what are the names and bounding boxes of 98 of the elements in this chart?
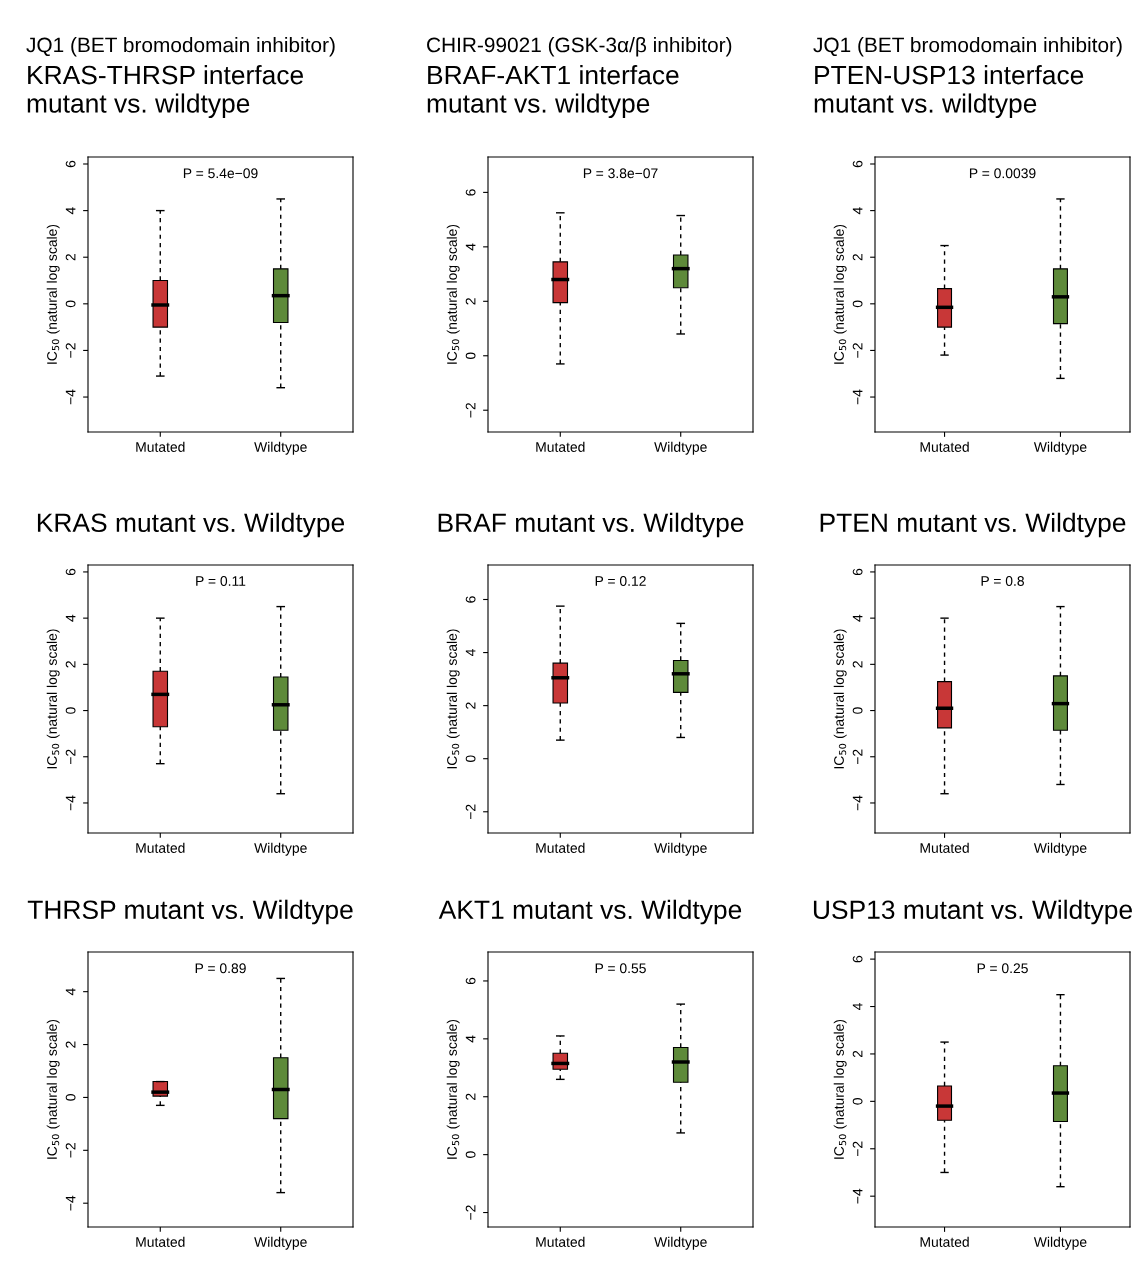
x-tick-label: Wildtype bbox=[1033, 1236, 1087, 1250]
y-tick-label: −2 bbox=[852, 1141, 863, 1156]
y-tick-label: 2 bbox=[65, 661, 76, 668]
chart-title: JQ1 (BET bromodomain inhibitor) bbox=[26, 37, 335, 57]
chart-title: USP13 mutant vs. Wildtype bbox=[813, 899, 1132, 925]
y-tick-label: −4 bbox=[65, 1195, 76, 1211]
y-tick-label: −2 bbox=[465, 403, 476, 418]
y-tick-label: 4 bbox=[65, 614, 76, 622]
chart-title: BRAF mutant vs. Wildtype bbox=[438, 512, 744, 538]
x-tick-label: Mutated bbox=[920, 1236, 969, 1247]
chart-subtitle: BRAF-AKT1 interface mutant vs. wildtype bbox=[427, 65, 679, 119]
y-tick-label: 0 bbox=[852, 707, 863, 714]
y-tick-label: 4 bbox=[465, 243, 476, 251]
y-axis-title: IC$_{50}$ (natural log scale) bbox=[46, 629, 60, 769]
x-tick-label: Mutated bbox=[920, 441, 969, 452]
y-tick-label: −2 bbox=[65, 343, 76, 358]
y-tick-label: −2 bbox=[65, 1143, 76, 1158]
x-tick-label: Wildtype bbox=[654, 1236, 707, 1250]
chart-subtitle: KRAS-THRSP interface mutant vs. wildtype bbox=[27, 65, 303, 119]
y-tick-label: 4 bbox=[852, 207, 863, 215]
y-tick-label: 2 bbox=[852, 1050, 863, 1058]
y-tick-label: −4 bbox=[852, 795, 863, 811]
x-tick-label: Wildtype bbox=[1033, 441, 1087, 455]
y-tick-label: 0 bbox=[465, 352, 476, 360]
x-tick-label: Mutated bbox=[136, 441, 185, 452]
y-tick-label: 0 bbox=[65, 300, 76, 308]
y-tick-label: 0 bbox=[852, 1098, 863, 1105]
chart-title: AKT1 mutant vs. Wildtype bbox=[438, 899, 742, 925]
x-tick-label: Wildtype bbox=[654, 842, 707, 856]
y-tick-label: 4 bbox=[852, 1003, 863, 1011]
y-tick-label: −2 bbox=[465, 1205, 476, 1220]
y-tick-label: −2 bbox=[852, 343, 863, 358]
y-tick-label: 0 bbox=[852, 300, 863, 308]
annotation: P = 0.89 bbox=[195, 963, 246, 974]
y-tick-label: 4 bbox=[465, 1035, 476, 1043]
y-tick-label: 2 bbox=[852, 661, 863, 668]
y-tick-label: 6 bbox=[465, 596, 476, 603]
y-axis-title: IC$_{50}$ (natural log scale) bbox=[446, 1019, 460, 1159]
annotation: P = 5.4e−09 bbox=[183, 168, 258, 179]
chart-subtitle: PTEN-USP13 interface mutant vs. wildtype bbox=[814, 65, 1084, 119]
y-tick-label: 4 bbox=[65, 988, 76, 996]
x-tick-label: Mutated bbox=[536, 1236, 585, 1247]
chart-title: KRAS mutant vs. Wildtype bbox=[37, 512, 345, 538]
y-axis-title: IC$_{50}$ (natural log scale) bbox=[446, 629, 460, 769]
y-tick-label: 0 bbox=[465, 1151, 476, 1158]
y-axis-title: IC$_{50}$ (natural log scale) bbox=[46, 1019, 60, 1159]
y-tick-label: 6 bbox=[65, 160, 76, 168]
x-tick-label: Mutated bbox=[136, 1236, 185, 1247]
y-tick-label: 6 bbox=[852, 955, 863, 963]
y-tick-label: 2 bbox=[465, 702, 476, 709]
chart-title: CHIR-99021 (GSK-3α/β inhibitor) bbox=[427, 37, 732, 57]
chart-title: JQ1 (BET bromodomain inhibitor) bbox=[813, 37, 1122, 57]
x-tick-label: Mutated bbox=[536, 842, 585, 853]
y-tick-label: 6 bbox=[852, 160, 863, 168]
annotation: P = 3.8e−07 bbox=[583, 168, 658, 179]
annotation: P = 0.25 bbox=[977, 963, 1028, 974]
y-tick-label: 6 bbox=[465, 189, 476, 196]
y-tick-label: −4 bbox=[65, 389, 76, 405]
y-tick-label: 2 bbox=[465, 1093, 476, 1100]
y-tick-label: 6 bbox=[65, 568, 76, 576]
y-tick-label: 0 bbox=[465, 755, 476, 763]
y-tick-label: −4 bbox=[65, 795, 76, 811]
y-tick-label: 4 bbox=[65, 207, 76, 215]
annotation: P = 0.0039 bbox=[969, 168, 1036, 179]
y-tick-label: −2 bbox=[852, 749, 863, 764]
y-axis-title: IC$_{50}$ (natural log scale) bbox=[46, 224, 60, 364]
y-tick-label: −4 bbox=[852, 1188, 863, 1204]
x-tick-label: Wildtype bbox=[254, 441, 307, 455]
y-tick-label: 2 bbox=[65, 254, 76, 261]
y-tick-label: 2 bbox=[65, 1041, 76, 1048]
y-tick-label: −2 bbox=[65, 749, 76, 764]
chart-title: PTEN mutant vs. Wildtype bbox=[820, 512, 1126, 538]
y-tick-label: 6 bbox=[852, 568, 863, 576]
annotation: P = 0.11 bbox=[196, 576, 246, 586]
y-tick-label: 0 bbox=[65, 707, 76, 714]
x-tick-label: Wildtype bbox=[254, 842, 307, 856]
y-tick-label: 2 bbox=[852, 254, 863, 261]
y-tick-label: 4 bbox=[852, 614, 863, 622]
y-tick-label: −4 bbox=[852, 389, 863, 405]
y-axis-title: IC$_{50}$ (natural log scale) bbox=[446, 224, 460, 364]
y-tick-label: 2 bbox=[465, 298, 476, 305]
y-axis-title: IC$_{50}$ (natural log scale) bbox=[833, 1019, 847, 1159]
annotation: P = 0.8 bbox=[981, 576, 1024, 586]
x-tick-label: Mutated bbox=[136, 842, 185, 853]
x-tick-label: Wildtype bbox=[654, 441, 707, 455]
y-tick-label: 6 bbox=[465, 977, 476, 985]
x-tick-label: Mutated bbox=[920, 842, 969, 853]
y-tick-label: 0 bbox=[65, 1094, 76, 1101]
annotation: P = 0.55 bbox=[595, 963, 646, 974]
y-axis-title: IC$_{50}$ (natural log scale) bbox=[833, 629, 847, 769]
x-tick-label: Mutated bbox=[536, 441, 585, 452]
y-tick-label: −2 bbox=[465, 804, 476, 819]
y-axis-title: IC$_{50}$ (natural log scale) bbox=[833, 224, 847, 364]
x-tick-label: Wildtype bbox=[1033, 842, 1087, 856]
y-tick-label: 4 bbox=[465, 649, 476, 657]
x-tick-label: Wildtype bbox=[254, 1236, 307, 1250]
annotation: P = 0.12 bbox=[595, 576, 646, 586]
chart-title: THRSP mutant vs. Wildtype bbox=[27, 899, 353, 925]
